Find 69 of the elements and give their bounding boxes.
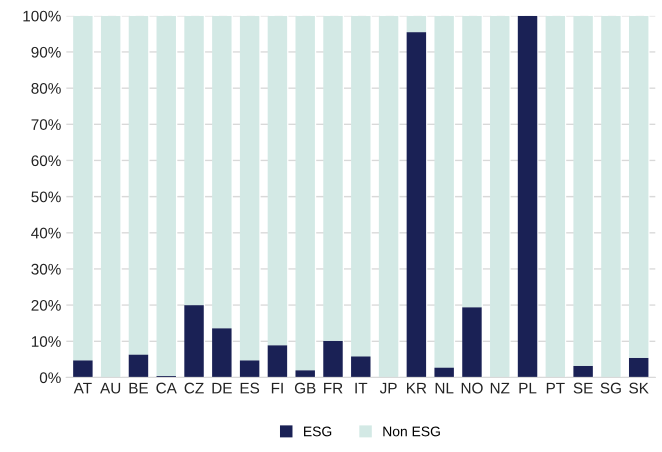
x-tick-label: PT (546, 382, 565, 394)
bar (546, 16, 566, 378)
x-tick-label: NL (436, 382, 454, 394)
x-tick-label: GB (294, 382, 316, 394)
x-tick-label: CA (156, 382, 177, 394)
bar (406, 32, 426, 378)
bar (212, 328, 232, 378)
x-tick-label: KR (407, 382, 426, 394)
bar (268, 345, 288, 378)
bar (240, 16, 260, 360)
bar (434, 368, 454, 378)
x-tick-label: BE (130, 382, 148, 394)
bar (406, 16, 426, 32)
y-tick-label: 70% (32, 119, 61, 130)
bar (100, 16, 120, 378)
bar (351, 16, 371, 356)
y-tick-label: 30% (31, 264, 61, 275)
y-tick-label: 80% (31, 83, 61, 94)
bar (156, 16, 176, 376)
bar (323, 16, 343, 341)
y-tick-label: 100% (23, 10, 61, 22)
bar (518, 16, 538, 378)
bar (212, 16, 232, 328)
x-tick-label: SG (600, 382, 621, 394)
x-tick-label: JP (380, 382, 397, 394)
x-tick-label: AU (100, 382, 120, 394)
bar (490, 16, 510, 378)
bar (268, 16, 288, 346)
bar (628, 358, 648, 378)
x-tick-label: SE (574, 382, 593, 394)
bar (128, 354, 148, 378)
x-tick-label: FI (272, 382, 283, 394)
bar (323, 340, 343, 378)
bar (128, 16, 148, 355)
x-tick-label: NZ (490, 382, 510, 394)
bar (184, 305, 204, 378)
x-tick-label: NO (462, 382, 483, 394)
y-tick-label: 40% (31, 228, 61, 238)
x-tick-label: CZ (184, 382, 204, 394)
bar (573, 366, 593, 378)
bar (351, 356, 371, 378)
y-tick-label: 10% (32, 336, 61, 347)
bar (434, 16, 454, 368)
bar (573, 16, 593, 366)
bar (378, 16, 398, 378)
bar (240, 360, 260, 378)
x-tick-label: IT (355, 382, 368, 394)
bar (73, 360, 93, 378)
bar (184, 16, 204, 306)
x-tick-label: PL (519, 382, 536, 394)
x-tick-label: ES (240, 382, 260, 394)
bar (462, 307, 482, 378)
bar (295, 16, 315, 370)
legend-label: ESG (304, 426, 332, 436)
x-tick-label: AT (74, 382, 92, 394)
y-tick-label: 90% (31, 46, 61, 58)
bar (295, 370, 315, 378)
x-tick-label: SK (629, 382, 649, 394)
y-tick-label: 60% (32, 155, 61, 166)
y-tick-label: 20% (32, 300, 61, 311)
bar (628, 16, 648, 358)
x-tick-label: FR (324, 382, 342, 394)
bar (601, 16, 621, 378)
x-tick-label: DE (212, 382, 232, 394)
bar (462, 16, 482, 308)
legend-label: Non ESG (383, 426, 440, 436)
y-tick-label: 50% (31, 191, 61, 202)
bar (73, 16, 93, 360)
y-tick-label: 0% (40, 372, 61, 384)
